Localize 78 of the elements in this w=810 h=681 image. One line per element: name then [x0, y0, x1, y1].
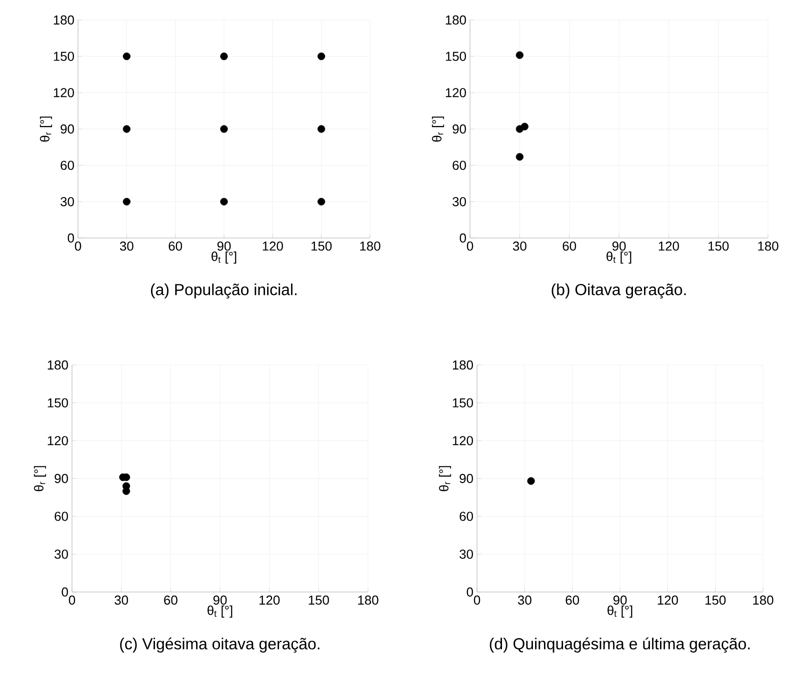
text: (b) Oitava geração. [552, 284, 686, 298]
x-tick-label: 180 [360, 242, 380, 251]
y-tick-label: 0 [68, 233, 74, 243]
y-tick-label: 150 [48, 398, 68, 408]
x-tick-label: 150 [706, 596, 726, 605]
point [516, 153, 524, 161]
text: (d) Quinquagésima e última geração. [490, 638, 750, 653]
x-tick-label: 60 [566, 596, 580, 605]
x-tick-label: 30 [512, 242, 526, 251]
y-tick-label: 150 [452, 398, 473, 408]
x-axis-title: θ$_{t}$ [°] [212, 252, 236, 264]
y-axis-title: θ$_{r}$ [°] [432, 116, 444, 142]
point [220, 125, 228, 133]
x-axis-title: θ$_{t}$ [°] [606, 252, 632, 264]
point [220, 198, 228, 206]
x-tick-label: 30 [518, 596, 532, 605]
y-tick-label: 60 [60, 160, 74, 170]
y-tick-label: 30 [452, 197, 466, 206]
y-tick-label: 0 [466, 587, 473, 597]
text: (a) População inicial. [151, 284, 296, 298]
x-tick-label: 180 [358, 596, 378, 605]
x-tick-label: 90 [612, 242, 626, 251]
y-tick-label: 60 [54, 512, 68, 521]
x-tick-label: 120 [658, 596, 678, 605]
point [122, 125, 130, 133]
x-tick-label: 30 [114, 596, 128, 605]
y-tick-label: 60 [460, 512, 473, 521]
y-tick-label: 90 [460, 474, 473, 484]
y-tick-label: 90 [60, 124, 74, 134]
y-tick-label: 90 [452, 124, 466, 134]
y-tick-label: 180 [446, 15, 466, 25]
point [318, 198, 326, 206]
point [318, 125, 326, 133]
y-tick-label: 0 [460, 233, 466, 243]
x-axis-title: θ$_{t}$ [°] [208, 606, 232, 618]
x-tick-label: 120 [262, 242, 283, 251]
x-tick-label: 150 [308, 596, 329, 605]
point [122, 198, 130, 206]
x-tick-label: 90 [213, 596, 227, 605]
x-tick-label: 60 [168, 242, 182, 251]
y-tick-label: 120 [446, 88, 466, 98]
y-tick-label: 90 [54, 474, 68, 484]
y-axis-title: θ$_{r}$ [°] [438, 466, 452, 492]
y-tick-label: 30 [60, 197, 74, 206]
y-tick-label: 0 [62, 587, 68, 597]
x-tick-label: 120 [658, 242, 679, 251]
x-tick-label: 30 [120, 242, 134, 251]
point [220, 52, 228, 60]
x-tick-label: 150 [312, 242, 332, 251]
y-axis-title: θ$_{r}$ [°] [40, 116, 52, 142]
y-axis-title: θ$_{r}$ [°] [34, 466, 46, 492]
x-axis-title: θ$_{t}$ [°] [608, 606, 632, 618]
x-tick-label: 90 [613, 596, 627, 605]
x-tick-label: 120 [260, 596, 280, 605]
x-tick-label: 60 [562, 242, 576, 251]
y-tick-label: 180 [54, 15, 74, 25]
point [122, 52, 130, 60]
y-tick-label: 60 [452, 160, 466, 170]
y-tick-label: 120 [54, 88, 74, 98]
point [520, 122, 528, 130]
x-tick-label: 90 [217, 242, 231, 251]
y-tick-label: 120 [452, 436, 473, 446]
y-tick-label: 30 [54, 550, 68, 559]
x-tick-label: 0 [474, 596, 480, 605]
y-tick-label: 150 [446, 52, 466, 61]
x-tick-label: 180 [758, 242, 778, 251]
x-tick-label: 60 [164, 596, 178, 605]
point [318, 52, 326, 60]
point [516, 51, 524, 59]
x-tick-label: 150 [708, 242, 729, 251]
y-tick-label: 180 [48, 360, 68, 370]
text: (c) Vigésima oitava geração. [120, 638, 320, 653]
x-tick-label: 0 [74, 242, 82, 251]
y-tick-label: 180 [452, 360, 473, 370]
y-tick-label: 150 [54, 52, 74, 61]
x-tick-label: 180 [753, 596, 774, 605]
y-tick-label: 30 [460, 550, 473, 559]
y-tick-label: 120 [48, 436, 68, 446]
